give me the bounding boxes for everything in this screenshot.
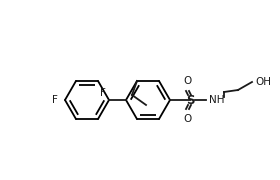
Text: F: F	[52, 95, 58, 105]
Text: O: O	[184, 114, 192, 124]
Text: O: O	[184, 76, 192, 86]
Text: S: S	[186, 93, 194, 107]
Text: OH: OH	[255, 77, 271, 87]
Text: F: F	[100, 88, 106, 98]
Text: NH: NH	[209, 95, 225, 105]
